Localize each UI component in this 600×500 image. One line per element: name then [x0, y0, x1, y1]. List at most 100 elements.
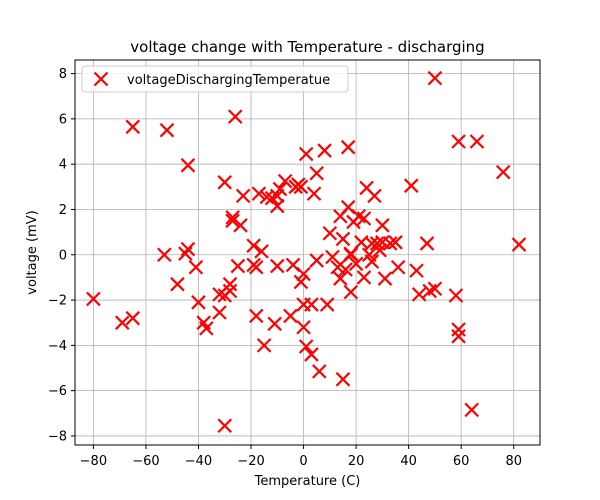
data-point — [495, 164, 511, 180]
data-point — [427, 281, 443, 297]
data-point — [388, 235, 403, 250]
data-point — [225, 213, 240, 229]
data-point — [125, 119, 141, 135]
data-point — [356, 270, 372, 285]
data-point — [115, 315, 130, 330]
legend-label: voltageDischargingTemperatue — [127, 73, 330, 88]
data-point — [222, 283, 238, 299]
data-point — [293, 274, 309, 290]
data-point — [246, 238, 261, 253]
data-point — [343, 246, 359, 261]
data-point — [233, 218, 248, 233]
data-point — [283, 308, 298, 324]
data-point — [335, 231, 351, 247]
data-point — [212, 305, 227, 320]
data-point — [348, 256, 364, 272]
x-tick-label: −40 — [185, 454, 212, 469]
x-tick-label: 20 — [348, 454, 365, 469]
data-point — [222, 276, 238, 292]
data-point — [377, 271, 393, 286]
grid-lines — [75, 60, 540, 445]
data-point — [170, 276, 185, 292]
data-point — [309, 253, 324, 268]
data-point — [270, 258, 285, 274]
data-point — [419, 236, 435, 251]
x-axis-ticks: −80 −60 −40 −20 0 20 40 60 80 — [80, 445, 522, 469]
x-tick-label: −20 — [237, 454, 264, 469]
y-tick-label: −4 — [48, 339, 67, 354]
data-point — [390, 259, 406, 275]
data-point — [248, 308, 264, 324]
data-point — [333, 271, 348, 286]
y-tick-label: −8 — [48, 429, 67, 444]
data-point — [298, 339, 314, 354]
data-point — [293, 179, 309, 195]
data-point — [343, 284, 359, 300]
data-point — [304, 347, 319, 362]
chart-title: voltage change with Temperature - discha… — [130, 38, 484, 56]
data-point — [403, 178, 419, 193]
y-axis-title: voltage (mV) — [25, 210, 40, 294]
y-tick-label: 6 — [59, 112, 67, 127]
data-point — [296, 319, 311, 335]
data-point — [367, 188, 382, 204]
data-point — [180, 241, 196, 257]
data-point — [372, 242, 388, 258]
legend-box — [81, 65, 349, 93]
data-point — [335, 372, 351, 387]
data-point — [375, 218, 390, 233]
data-point — [298, 146, 314, 162]
x-tick-label: 0 — [299, 454, 307, 469]
x-axis-title: Temperature (C) — [254, 474, 361, 489]
data-point — [217, 418, 233, 434]
data-point — [448, 288, 464, 303]
data-point — [188, 259, 204, 275]
data-point — [256, 338, 272, 353]
data-point — [309, 165, 324, 181]
x-tick-label: 80 — [505, 454, 522, 469]
data-point — [427, 70, 443, 86]
data-point — [325, 249, 340, 265]
data-point — [312, 364, 327, 379]
legend: voltageDischargingTemperatue — [81, 65, 349, 93]
y-tick-label: 0 — [59, 248, 67, 263]
data-points — [86, 70, 527, 434]
legend-marker — [93, 71, 109, 87]
data-point — [199, 321, 214, 336]
y-tick-label: −2 — [48, 294, 67, 309]
data-point — [364, 254, 380, 269]
data-point — [464, 402, 479, 418]
data-point — [272, 181, 288, 197]
y-tick-label: 4 — [59, 158, 67, 173]
y-tick-label: −6 — [48, 384, 67, 399]
data-point — [319, 297, 335, 312]
x-tick-label: 40 — [400, 454, 417, 469]
data-point — [248, 259, 264, 275]
x-tick-label: 60 — [453, 454, 470, 469]
data-point — [277, 173, 293, 189]
data-point — [180, 158, 196, 173]
x-tick-label: −80 — [80, 454, 107, 469]
x-tick-label: −60 — [132, 454, 159, 469]
data-point — [217, 175, 233, 190]
data-point — [451, 329, 466, 344]
data-point — [340, 139, 356, 155]
legend-marker-x — [93, 71, 109, 87]
data-point — [230, 258, 246, 274]
data-point — [157, 247, 172, 263]
data-point — [191, 295, 206, 310]
data-point — [254, 244, 269, 259]
data-point — [451, 134, 466, 149]
plot-frame — [74, 59, 541, 446]
data-point — [159, 122, 175, 138]
data-point — [451, 322, 466, 337]
data-point — [356, 211, 372, 226]
data-point — [86, 291, 101, 307]
data-point — [338, 262, 353, 277]
data-point — [511, 237, 527, 252]
data-point — [411, 287, 427, 302]
data-point — [317, 143, 332, 158]
data-point — [267, 316, 282, 332]
data-point — [304, 297, 319, 312]
